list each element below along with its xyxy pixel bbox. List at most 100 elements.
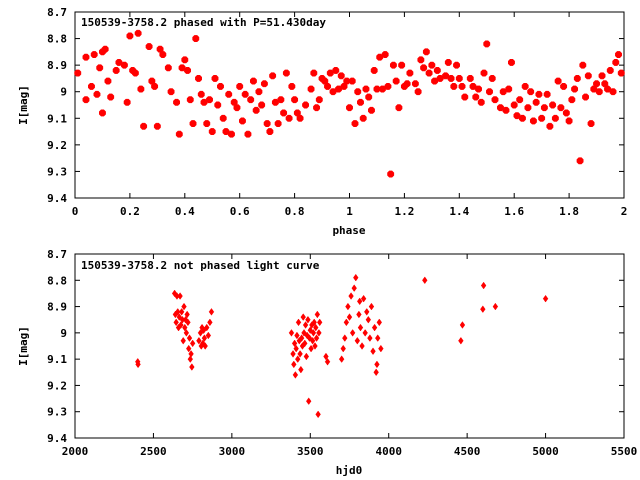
data-point: [214, 101, 222, 109]
data-point: [291, 339, 298, 348]
data-point: [311, 318, 317, 327]
data-point: [459, 321, 466, 329]
data-point: [302, 101, 310, 109]
data-point: [88, 82, 95, 90]
data-point: [291, 360, 297, 369]
data-point: [353, 273, 359, 282]
data-point: [291, 96, 299, 104]
data-point: [343, 77, 351, 85]
plot-frame: [74, 253, 625, 439]
data-point: [360, 294, 367, 303]
data-point: [491, 96, 499, 104]
data-point: [187, 355, 193, 363]
data-point: [367, 334, 373, 342]
data-point: [201, 334, 208, 342]
data-point: [345, 302, 351, 311]
data-point: [357, 98, 364, 106]
data-point: [316, 329, 322, 337]
x-tick-label: 2000: [62, 445, 89, 458]
points-group: [74, 29, 625, 178]
data-point: [348, 292, 354, 300]
x-tick-label: 1.4: [449, 205, 469, 218]
data-point: [120, 61, 128, 69]
data-point: [225, 90, 233, 98]
data-point: [502, 106, 510, 114]
data-point: [99, 109, 106, 117]
x-tick-label: 5500: [611, 445, 638, 458]
data-point: [324, 357, 331, 366]
data-point: [604, 85, 611, 93]
y-tick-label: 8.8: [47, 274, 67, 287]
data-point: [571, 85, 579, 93]
data-point: [542, 294, 549, 303]
data-point: [475, 85, 482, 93]
data-point: [374, 360, 380, 369]
data-point: [615, 51, 622, 58]
data-point: [375, 334, 381, 342]
data-point: [422, 276, 428, 285]
data-point: [546, 122, 554, 130]
data-point: [510, 101, 518, 109]
data-point: [357, 323, 364, 332]
data-point: [461, 93, 469, 101]
x-tick-label: 2500: [140, 445, 167, 458]
data-point: [346, 313, 353, 321]
data-point: [186, 344, 192, 353]
data-point: [389, 61, 397, 69]
x-tick-label: 1.8: [559, 205, 579, 218]
data-point: [370, 347, 376, 356]
unphased-light-curve-chart: 2000 2500 3000 3500 4000 4500 5000 5500 8.7 8.8 8.…: [17, 248, 638, 477]
chart-title: 150539-3758.2 not phased light curve: [81, 259, 320, 272]
data-point: [617, 69, 625, 77]
data-point: [392, 77, 400, 85]
data-point: [307, 326, 313, 335]
data-point: [540, 104, 548, 112]
data-point: [82, 96, 90, 104]
data-point: [241, 90, 249, 98]
data-point: [359, 114, 367, 122]
data-point: [450, 82, 458, 90]
data-point: [381, 51, 389, 58]
data-point: [196, 336, 202, 345]
y-tick-label: 9.4: [47, 192, 67, 205]
data-point: [354, 336, 361, 345]
data-point: [233, 104, 241, 112]
data-point: [173, 318, 179, 327]
data-point: [447, 74, 455, 82]
data-point: [297, 350, 303, 358]
y-tick-label: 8.7: [47, 6, 67, 19]
data-point: [260, 80, 268, 88]
data-point: [171, 289, 178, 298]
data-point: [185, 318, 191, 327]
x-tick-label: 2: [621, 205, 628, 218]
data-point: [302, 339, 308, 348]
data-point: [178, 64, 186, 72]
x-tick-label: 0: [72, 205, 79, 218]
data-point: [356, 310, 362, 319]
data-point: [584, 72, 592, 80]
data-point: [180, 336, 186, 345]
data-point: [395, 104, 403, 112]
data-point: [183, 329, 190, 337]
data-point: [315, 96, 323, 104]
data-point: [458, 82, 466, 90]
data-point: [486, 88, 493, 96]
data-point: [189, 363, 195, 371]
data-point: [181, 302, 187, 311]
data-point: [549, 101, 557, 109]
data-point: [306, 397, 312, 405]
chart-title: 150539-3758.2 phased with P=51.430day: [81, 16, 326, 29]
data-point: [562, 109, 570, 117]
data-point: [411, 80, 419, 88]
data-point: [182, 323, 188, 332]
tick-group: 0 0.2 0.4 0.6 0.8 1 1.2 1.4 1.6 1.8 2 8.7 8.8 8.9 9 9.1…: [47, 6, 627, 218]
data-point: [310, 69, 318, 77]
data-point: [354, 88, 362, 96]
data-point: [135, 360, 141, 369]
data-point: [295, 318, 302, 327]
data-point: [310, 329, 317, 337]
y-axis-title: I[mag]: [17, 85, 30, 125]
data-point: [373, 85, 381, 93]
data-point: [280, 109, 288, 117]
data-point: [532, 98, 540, 106]
